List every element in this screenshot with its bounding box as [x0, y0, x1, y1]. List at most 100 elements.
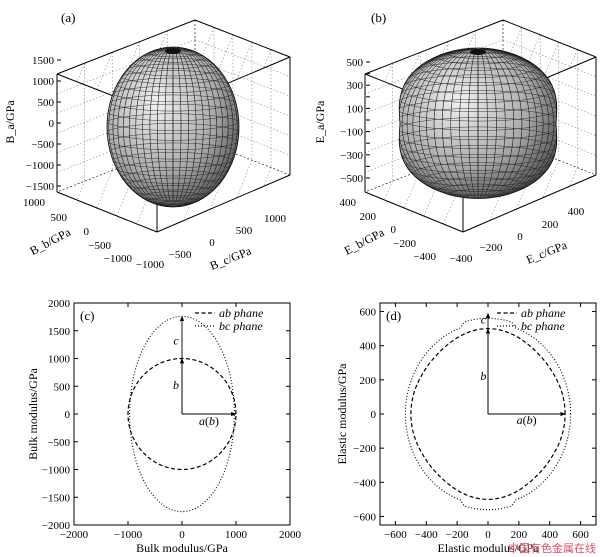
c-y-tick: 1500: [48, 326, 71, 338]
b-z-tick: −300: [340, 150, 363, 162]
a-edge-11: [56, 191, 158, 233]
a-lat-12: [107, 103, 239, 131]
a-z-tick: 500: [38, 97, 55, 109]
panel-c-ticks: −2000 −1000 0 1000 2000 2000 1500 1000 500 0 −500 −…: [42, 298, 302, 541]
d-x-tick: 0: [485, 529, 491, 541]
d-x-tick: 400: [541, 529, 558, 541]
a-x-tick: −1000: [136, 259, 165, 271]
b-lon-23: [412, 48, 544, 199]
b-edge-12: [462, 174, 597, 233]
b-z-tick: 100: [347, 103, 364, 115]
panel-c-legend-bc: bc phane: [219, 319, 263, 333]
b-y-tick: 400: [340, 197, 357, 209]
b-lat-10: [399, 82, 557, 112]
panel-d-annotations: c b a(b): [480, 312, 536, 427]
panel-c-x-label: Bulk modulus/GPa: [136, 541, 228, 555]
d-x-tick: −400: [415, 529, 438, 541]
b-z-tick: −500: [340, 173, 363, 185]
a-lat-15: [107, 133, 239, 160]
a-lon-17: [157, 47, 189, 207]
b-pole: [470, 49, 486, 55]
c-annotation-2: a(b): [199, 414, 219, 428]
panel-b-z-ticks: 5004003002001000−100−200−300−400−500: [340, 57, 370, 185]
c-y-tick: 2000: [48, 298, 71, 310]
d-x-tick: 600: [572, 529, 589, 541]
panel-a-surface: [106, 46, 240, 208]
panel-c-legend: ab phane bc phane: [195, 306, 264, 333]
panel-d-legend-ab: ab phane: [521, 306, 566, 320]
a-grid-floor-b-1: [183, 145, 215, 221]
b-edge-4: [364, 19, 504, 75]
d-annotation-0: c: [481, 312, 487, 326]
b-lat-15: [399, 126, 557, 158]
b-z-tick: 500: [347, 57, 364, 69]
panel-c-curves: [127, 315, 237, 513]
b-lat-16: [399, 136, 557, 166]
a-x-tick: 500: [236, 225, 253, 237]
b-y-tick: −200: [393, 238, 416, 250]
a-y-tick: 1000: [23, 197, 46, 209]
b-lon-21: [426, 48, 530, 199]
c-y-tick: −2000: [42, 520, 71, 532]
a-edge-3: [194, 19, 291, 58]
b-x-tick: −400: [450, 253, 473, 265]
c-series-ab-phane: [127, 357, 237, 471]
d-series-bc-phane: [404, 317, 572, 511]
a-lon-25: [108, 47, 238, 207]
b-y-tick: 0: [391, 224, 397, 236]
b-y-tick: 200: [360, 211, 377, 223]
c-y-tick: −500: [47, 437, 70, 449]
c-annotation-0: c: [173, 334, 179, 348]
a-z-tick: 0: [49, 118, 55, 130]
a-y-tick: 0: [84, 226, 90, 238]
panel-d-ticks: −600 −400 −200 0 200 400 600 600 400 200 0 −200 −400…: [353, 303, 596, 541]
b-lat-14: [399, 117, 557, 149]
panel-a-y-label: B_b/GPa: [27, 225, 73, 258]
b-lon-24: [406, 48, 550, 199]
a-x-tick: −500: [169, 249, 192, 261]
c-x-tick: −1000: [114, 529, 143, 541]
a-y-tick: 500: [51, 212, 68, 224]
a-lat-14: [107, 123, 239, 151]
a-x-tick: 0: [209, 237, 215, 249]
c-y-tick: −1000: [42, 465, 71, 477]
a-lon-23: [117, 47, 229, 207]
panel-b-x-label: E_c/GPa: [524, 238, 569, 267]
panel-c-label: (c): [80, 308, 94, 323]
b-lon-22: [419, 48, 537, 199]
a-y-tick: −500: [88, 240, 111, 252]
panel-a-y-ticks: 1000 500 0 −500−1000: [23, 197, 132, 265]
a-grid-wall-right-h-4: [194, 98, 291, 136]
a-lon-18: [149, 47, 197, 207]
b-lon-16: [468, 48, 488, 199]
b-grid-wall-right-h-2: [502, 59, 597, 97]
d-x-tick: −200: [446, 529, 469, 541]
panel-d-curves: [404, 317, 572, 511]
a-grid-wall-right-h-1: [194, 39, 291, 77]
d-series-ab-phane: [410, 327, 566, 501]
a-z-tick: −500: [31, 139, 54, 151]
a-pole: [165, 48, 181, 54]
a-lon-22: [123, 47, 223, 207]
panel-d-legend-bc: bc phane: [521, 319, 565, 333]
d-y-tick: −600: [353, 511, 376, 523]
panel-a-x-ticks: 1000 500 0 −500 −1000: [136, 213, 287, 271]
panel-a-z-label: B_a/GPa: [3, 100, 17, 144]
d-y-tick: 400: [360, 341, 377, 353]
b-x-tick: 400: [568, 206, 585, 218]
a-lat-16: [107, 142, 239, 169]
b-lat-12: [399, 99, 557, 131]
panel-d-elastic-2d: −600 −400 −200 0 200 400 600 600 400 200 0 −200 −400…: [335, 302, 597, 555]
a-lon-20: [135, 47, 211, 207]
b-grid-wall-right-h-1: [502, 39, 597, 77]
b-lon-19: [441, 48, 515, 199]
panel-d-label: (d): [386, 308, 401, 323]
c-y-tick: −1500: [42, 492, 71, 504]
panel-a-label: (a): [61, 10, 75, 25]
a-lon-15: [172, 47, 174, 207]
d-y-tick: 200: [360, 375, 377, 387]
d-y-tick: 600: [360, 307, 377, 319]
panel-c-bulk-2d: −2000 −1000 0 1000 2000 2000 1500 1000 500 0 −500 −…: [26, 298, 302, 555]
